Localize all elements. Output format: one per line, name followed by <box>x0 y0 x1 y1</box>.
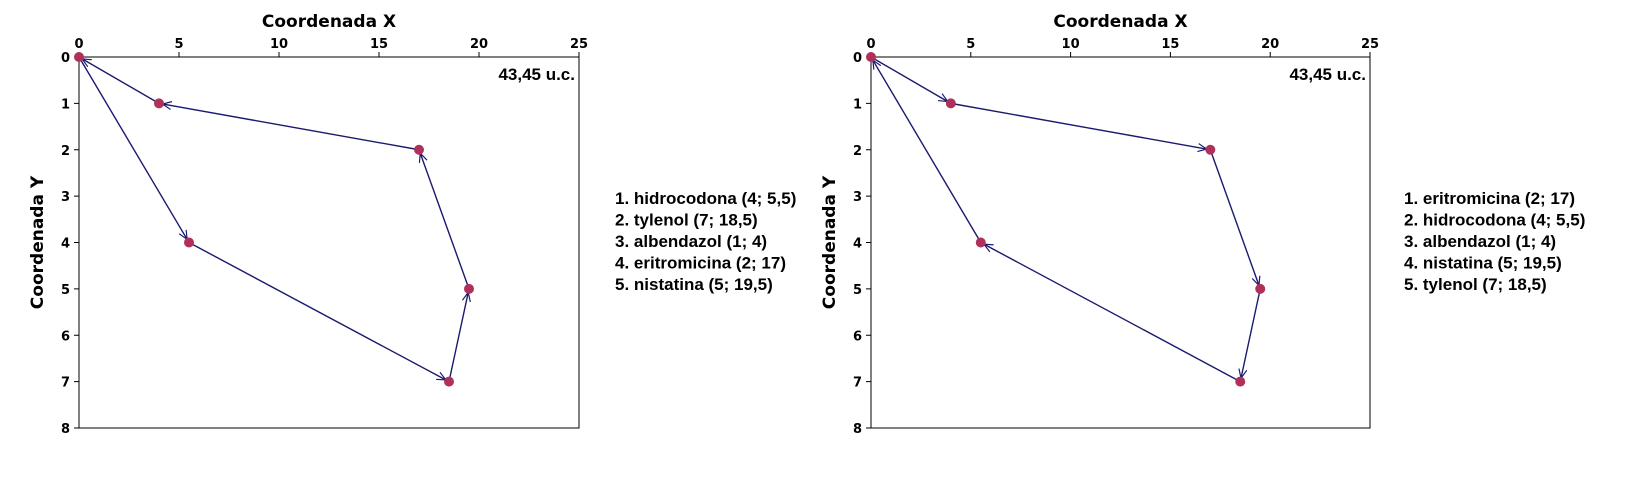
data-point <box>464 283 474 294</box>
legend-item: 3. albendazol (1; 4) <box>615 232 767 251</box>
x-tick-label: 10 <box>1062 37 1080 52</box>
data-point <box>444 376 454 387</box>
y-tick-label: 7 <box>61 376 70 391</box>
data-point <box>414 144 424 155</box>
y-tick-label: 1 <box>853 97 862 112</box>
y-tick-label: 3 <box>853 190 862 205</box>
legend-item: 4. nistatina (5; 19,5) <box>1404 254 1562 273</box>
legend-item: 1. hidrocodona (4; 5,5) <box>615 189 796 208</box>
y-tick-label: 1 <box>61 97 70 112</box>
y-tick-label: 0 <box>61 51 70 66</box>
x-tick-label: 10 <box>270 37 288 52</box>
y-tick-label: 2 <box>853 144 862 159</box>
data-point <box>1205 144 1216 155</box>
route-arrow <box>870 56 947 101</box>
x-tick-label: 5 <box>966 37 975 52</box>
x-tick-label: 15 <box>1161 37 1179 52</box>
legend-item: 1. eritromicina (2; 17) <box>1404 189 1575 208</box>
data-point <box>184 237 194 248</box>
legend-item: 4. eritromicina (2; 17) <box>615 254 786 273</box>
route-arrow <box>163 104 420 151</box>
x-tick-label: 0 <box>866 37 875 52</box>
plot-frame <box>870 56 1371 429</box>
route-arrow <box>984 244 1241 383</box>
x-tick-label: 20 <box>470 37 488 52</box>
x-tick-label: 15 <box>370 37 388 52</box>
y-tick-label: 4 <box>853 237 862 252</box>
y-tick-label: 7 <box>853 376 862 391</box>
x-tick-label: 20 <box>1261 37 1279 52</box>
x-tick-label: 0 <box>74 37 83 52</box>
route-arrow <box>873 60 982 243</box>
distance-annotation: 43,45 u.c. <box>1289 65 1366 84</box>
x-tick-label: 25 <box>1361 37 1379 52</box>
chart-panel-1: 0 5 10 15 20 25 0 1 2 3 4 5 6 7 8 Coordenada X Coordenad… <box>28 12 796 437</box>
route-arrow <box>1209 149 1259 285</box>
y-tick-label: 0 <box>853 51 862 66</box>
chart-panel-2: 0 5 10 15 20 25 0 1 2 3 4 5 6 7 8 Coordenada X Coordenad… <box>820 12 1585 437</box>
y-tick-label: 6 <box>853 329 862 344</box>
legend-item: 5. nistatina (5; 19,5) <box>615 275 773 294</box>
plot-frame <box>78 56 580 429</box>
distance-annotation: 43,45 u.c. <box>498 65 575 84</box>
y-tick-label: 6 <box>61 329 70 344</box>
y-tick-label: 4 <box>61 237 70 252</box>
legend-item: 3. albendazol (1; 4) <box>1404 232 1556 251</box>
data-point <box>154 98 164 109</box>
y-axis-title: Coordenada Y <box>820 175 840 309</box>
x-axis-title: Coordenada X <box>262 12 396 32</box>
data-point <box>1235 376 1246 387</box>
data-point <box>1255 283 1266 294</box>
route-arrow <box>1241 288 1261 378</box>
legend-item: 2. tylenol (7; 18,5) <box>615 211 758 230</box>
x-axis-title: Coordenada X <box>1053 12 1187 32</box>
route-arrow <box>188 241 445 380</box>
route-arrow <box>78 56 187 239</box>
x-tick-label: 25 <box>570 37 588 52</box>
y-tick-label: 2 <box>61 144 70 159</box>
y-tick-label: 8 <box>61 422 70 437</box>
legend-item: 2. hidrocodona (4; 5,5) <box>1404 211 1585 230</box>
y-axis-title: Coordenada Y <box>28 175 48 309</box>
route-arrow <box>950 102 1207 149</box>
legend-item: 5. tylenol (7; 18,5) <box>1404 275 1547 294</box>
data-point <box>866 52 876 62</box>
y-tick-label: 8 <box>853 422 862 437</box>
y-tick-label: 5 <box>853 283 862 298</box>
y-tick-label: 3 <box>61 190 70 205</box>
route-arrow <box>420 154 470 290</box>
x-tick-label: 5 <box>174 37 183 52</box>
y-tick-label: 5 <box>61 283 70 298</box>
data-point <box>945 98 956 109</box>
data-point <box>74 52 84 62</box>
route-arrow <box>448 293 468 382</box>
route-arrow <box>82 59 160 104</box>
data-point <box>975 237 986 248</box>
